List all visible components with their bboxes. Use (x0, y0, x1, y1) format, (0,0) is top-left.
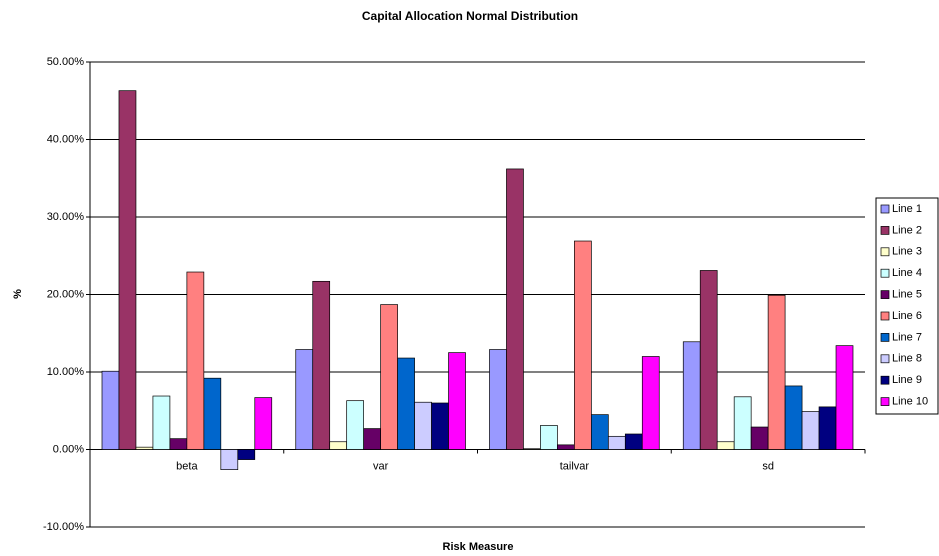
y-tick-label: 30.00% (47, 211, 85, 223)
legend-label: Line 5 (892, 289, 922, 301)
bar (135, 446, 154, 450)
bar (801, 411, 820, 450)
bar (118, 90, 137, 450)
bar (186, 271, 205, 450)
y-tick-label: 50.00% (47, 56, 85, 68)
x-tick-label: beta (176, 460, 198, 472)
legend-label: Line 2 (892, 224, 922, 236)
bar (784, 385, 803, 450)
bar (101, 370, 120, 450)
bar (750, 426, 769, 450)
bar (818, 406, 837, 450)
bar (767, 294, 786, 450)
y-tick-label: 0.00% (53, 443, 84, 455)
legend-swatch (880, 268, 890, 278)
legend-swatch (880, 397, 890, 406)
legend-swatch (880, 311, 890, 321)
legend-label: Line 9 (892, 374, 922, 386)
bar (624, 433, 643, 450)
legend-label: Line 8 (892, 353, 922, 365)
bar (590, 414, 609, 450)
y-tick-label: 20.00% (47, 288, 85, 300)
bar (682, 341, 701, 450)
bar (329, 441, 348, 450)
bar (237, 449, 256, 460)
legend-label: Line 4 (892, 267, 922, 279)
bar (607, 435, 626, 450)
y-axis-label: % (12, 289, 24, 299)
bar (523, 448, 541, 450)
x-tick-label: tailvar (560, 460, 590, 472)
x-axis-label: Risk Measure (443, 541, 514, 553)
bar (699, 270, 718, 450)
legend-label: Line 3 (892, 246, 922, 258)
legend-swatch (880, 204, 890, 214)
bar (716, 441, 735, 450)
legend-swatch (880, 290, 890, 299)
legend-swatch (880, 354, 890, 364)
y-tick-label: -10.00% (43, 521, 84, 533)
legend-label: Line 6 (892, 310, 922, 322)
x-tick-label: sd (762, 460, 774, 472)
bar (431, 402, 449, 450)
bar (312, 280, 331, 450)
bar (380, 304, 398, 450)
legend-swatch (880, 247, 890, 257)
bar (506, 168, 524, 450)
legend-label: Line 10 (892, 396, 928, 408)
bar (540, 425, 558, 450)
legend-swatch (880, 226, 890, 235)
legend-swatch (880, 333, 890, 342)
bar (397, 357, 415, 450)
chart-title: Capital Allocation Normal Distribution (362, 9, 578, 23)
bar (574, 240, 592, 450)
y-tick-label: 40.00% (47, 133, 85, 145)
bar (346, 400, 364, 450)
y-tick-label: 10.00% (47, 366, 85, 378)
legend-label: Line 7 (892, 331, 922, 343)
bar (641, 356, 660, 450)
bar (733, 396, 752, 450)
bar (363, 428, 381, 450)
bar (254, 397, 273, 450)
bar (448, 352, 466, 450)
legend-label: Line 1 (892, 203, 922, 215)
bar (414, 401, 432, 450)
bar (169, 438, 188, 450)
x-tick-label: var (373, 460, 389, 472)
bar (295, 349, 314, 450)
bar (835, 345, 854, 450)
bar (220, 449, 239, 470)
bar (489, 349, 507, 450)
bar (203, 377, 222, 450)
bar (557, 444, 575, 450)
bar (152, 395, 171, 450)
legend-swatch (880, 375, 890, 385)
